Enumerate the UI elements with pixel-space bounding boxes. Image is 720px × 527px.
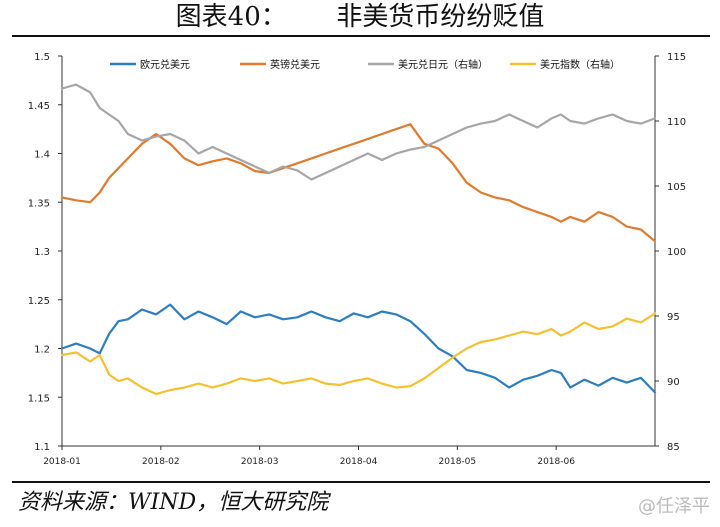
x-tick-label: 2018-02 [142, 457, 180, 467]
y-right-tick-label: 105 [667, 182, 686, 193]
y-left-tick-label: 1.5 [34, 52, 50, 63]
legend-label: 英镑兑美元 [270, 58, 320, 71]
y-right-tick-label: 110 [667, 117, 686, 128]
y-left-tick-label: 1.35 [28, 198, 50, 209]
y-right-tick-label: 85 [667, 442, 680, 453]
series-line [60, 83, 657, 181]
legend-label: 美元指数（右轴） [540, 58, 620, 71]
series-line [60, 312, 657, 396]
watermark: @任泽平 [638, 496, 710, 517]
series-line [60, 123, 657, 243]
y-right-tick-label: 95 [667, 312, 680, 323]
y-left-tick-label: 1.45 [28, 101, 50, 112]
x-tick-label: 2018-03 [241, 457, 279, 467]
series-line [60, 303, 657, 394]
y-right-tick-label: 100 [667, 247, 686, 258]
y-left-tick-label: 1.4 [34, 150, 50, 161]
x-tick-label: 2018-06 [537, 457, 575, 467]
chart-axes: 1.1 1.15 1.2 1.25 1.3 1.35 1.4 1.45 1.5 85 90 95 100… [28, 52, 686, 467]
legend-label: 美元兑日元（右轴） [398, 58, 488, 71]
source-note: 资料来源：WIND，恒大研究院 [18, 490, 329, 515]
title-rule [12, 35, 710, 37]
y-left-tick-label: 1.3 [34, 247, 50, 258]
legend-label: 欧元兑美元 [140, 58, 190, 71]
x-tick-label: 2018-05 [439, 457, 477, 467]
chart-legend: 欧元兑美元 英镑兑美元 美元兑日元（右轴） 美元指数（右轴） [110, 58, 620, 71]
source-rule [12, 481, 710, 483]
figure-title: 图表40： 非美货币纷纷贬值 [175, 2, 545, 32]
y-left-tick-label: 1.2 [34, 345, 50, 356]
y-left-tick-label: 1.15 [28, 393, 50, 404]
y-right-tick-label: 90 [667, 377, 680, 388]
y-left-tick-label: 1.25 [28, 296, 50, 307]
y-left-tick-label: 1.1 [34, 442, 50, 453]
y-right-tick-label: 115 [667, 52, 686, 63]
chart-series [60, 83, 657, 396]
x-tick-label: 2018-01 [43, 457, 81, 467]
x-tick-label: 2018-04 [340, 457, 378, 467]
